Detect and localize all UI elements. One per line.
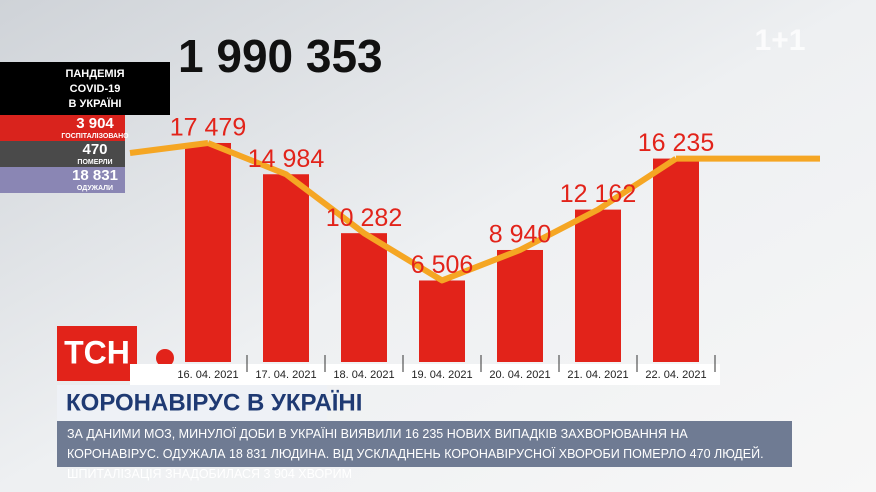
x-tick-label: 21. 04. 2021 xyxy=(567,369,628,381)
value-label: 16 235 xyxy=(638,129,714,157)
stat-label: ГОСПІТАЛІЗОВАНО xyxy=(61,133,129,140)
x-tick-label: 22. 04. 2021 xyxy=(645,369,706,381)
panel-title-box xyxy=(0,62,170,115)
value-label: 14 984 xyxy=(248,145,325,173)
value-label: 10 282 xyxy=(326,204,402,232)
headline: КОРОНАВІРУС В УКРАЇНІ xyxy=(66,389,362,416)
value-label: 6 506 xyxy=(411,251,474,279)
x-tick-label: 19. 04. 2021 xyxy=(411,369,472,381)
x-tick-label: 18. 04. 2021 xyxy=(333,369,394,381)
panel-title: В УКРАЇНІ xyxy=(69,97,122,110)
stat-value: 470 xyxy=(82,141,107,158)
x-tick-label: 16. 04. 2021 xyxy=(177,369,238,381)
total: 1 990 353 xyxy=(178,30,383,82)
channel-logo: 1+1 xyxy=(755,24,806,57)
bar xyxy=(185,142,231,362)
bar xyxy=(341,233,387,362)
date-strip xyxy=(130,364,720,385)
bar xyxy=(263,174,309,362)
x-tick-label: 20. 04. 2021 xyxy=(489,369,550,381)
stat-label: ПОМЕРЛИ xyxy=(77,159,112,166)
stat-value: 3 904 xyxy=(76,115,114,132)
stat-row xyxy=(0,115,125,141)
logo: ТСН xyxy=(64,334,130,370)
trend-extension xyxy=(129,140,209,156)
bar xyxy=(419,280,465,362)
panel-title: ПАНДЕМІЯ xyxy=(65,68,124,80)
panel-title: COVID-19 xyxy=(70,83,121,95)
ticker: ЗА ДАНИМИ МОЗ, МИНУЛОЇ ДОБИ В УКРАЇНІ ВИ… xyxy=(57,421,792,481)
bar xyxy=(575,209,621,362)
headline-box xyxy=(57,385,327,421)
value-label: 17 479 xyxy=(170,114,246,142)
trend-line xyxy=(206,140,678,284)
virus-icon xyxy=(156,349,174,367)
x-tick-label: 17. 04. 2021 xyxy=(255,369,316,381)
bar xyxy=(653,158,699,362)
value-label: 8 940 xyxy=(489,221,552,249)
value-label: 12 162 xyxy=(560,180,636,208)
logo-box xyxy=(57,326,137,381)
stat-value: 18 831 xyxy=(72,167,118,184)
stat-row xyxy=(0,141,125,167)
bar xyxy=(497,249,543,362)
stat-label: ОДУЖАЛИ xyxy=(77,185,113,192)
stat-row xyxy=(0,167,125,193)
